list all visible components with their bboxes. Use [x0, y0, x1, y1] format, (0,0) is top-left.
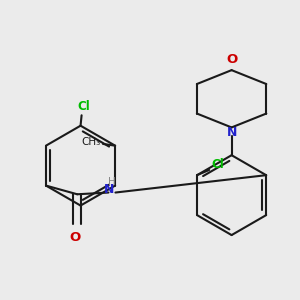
Text: N: N: [226, 126, 237, 139]
Text: O: O: [70, 231, 81, 244]
Text: CH₃: CH₃: [81, 137, 101, 147]
Text: O: O: [226, 53, 237, 66]
Text: H: H: [108, 177, 116, 187]
Text: Cl: Cl: [78, 100, 90, 113]
Text: N: N: [104, 183, 115, 196]
Text: Cl: Cl: [212, 158, 224, 171]
